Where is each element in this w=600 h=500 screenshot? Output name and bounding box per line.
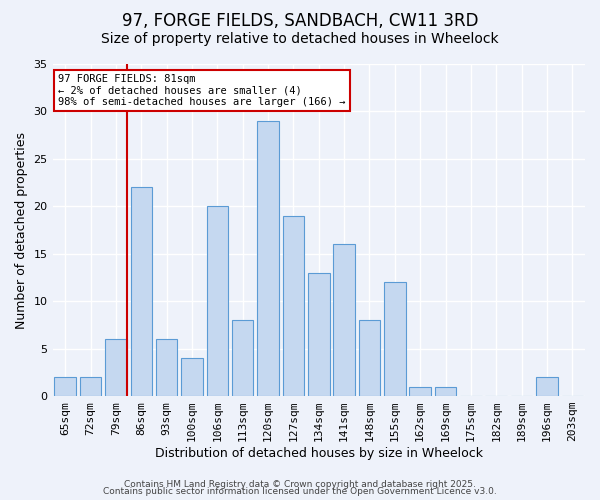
Y-axis label: Number of detached properties: Number of detached properties xyxy=(15,132,28,328)
Bar xyxy=(384,282,406,396)
Text: Size of property relative to detached houses in Wheelock: Size of property relative to detached ho… xyxy=(101,32,499,46)
Text: Contains HM Land Registry data © Crown copyright and database right 2025.: Contains HM Land Registry data © Crown c… xyxy=(124,480,476,489)
Bar xyxy=(232,320,253,396)
Bar xyxy=(359,320,380,396)
Bar xyxy=(156,339,178,396)
Text: 97 FORGE FIELDS: 81sqm
← 2% of detached houses are smaller (4)
98% of semi-detac: 97 FORGE FIELDS: 81sqm ← 2% of detached … xyxy=(58,74,346,107)
Bar xyxy=(55,377,76,396)
Bar xyxy=(334,244,355,396)
X-axis label: Distribution of detached houses by size in Wheelock: Distribution of detached houses by size … xyxy=(155,447,483,460)
Bar xyxy=(131,188,152,396)
Text: Contains public sector information licensed under the Open Government Licence v3: Contains public sector information licen… xyxy=(103,488,497,496)
Bar xyxy=(409,386,431,396)
Bar xyxy=(308,272,329,396)
Bar xyxy=(283,216,304,396)
Bar xyxy=(257,121,279,396)
Bar xyxy=(80,377,101,396)
Bar xyxy=(536,377,558,396)
Bar xyxy=(206,206,228,396)
Text: 97, FORGE FIELDS, SANDBACH, CW11 3RD: 97, FORGE FIELDS, SANDBACH, CW11 3RD xyxy=(122,12,478,30)
Bar xyxy=(181,358,203,396)
Bar xyxy=(105,339,127,396)
Bar xyxy=(435,386,457,396)
